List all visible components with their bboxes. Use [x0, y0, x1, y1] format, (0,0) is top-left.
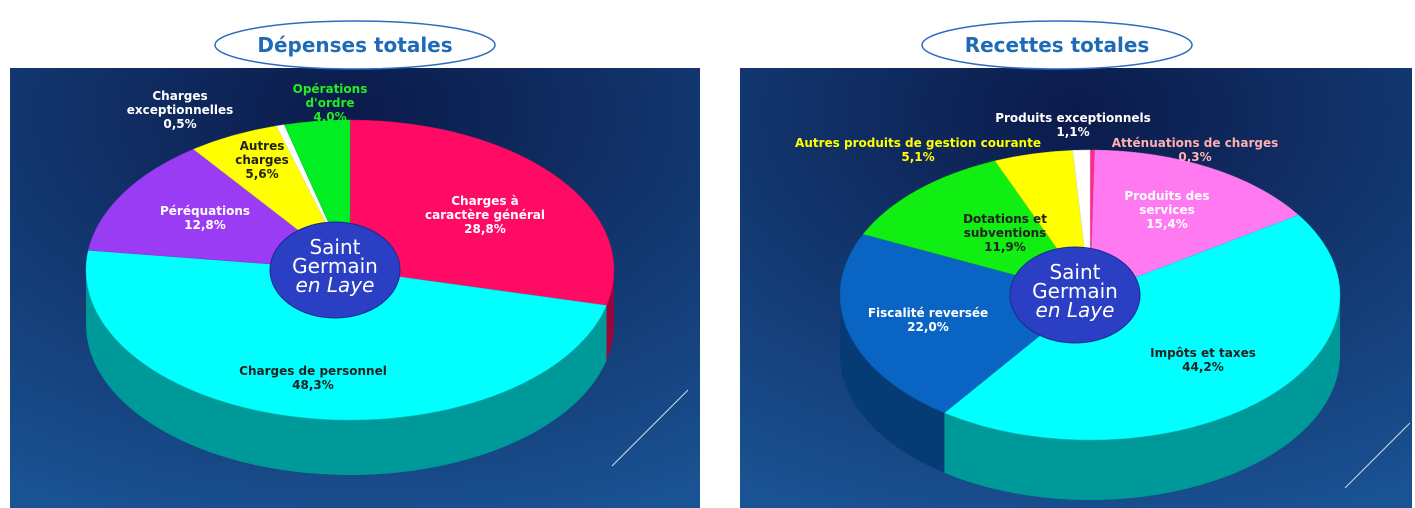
slice-value: 44,2% — [1182, 360, 1224, 374]
slice-label: Dotations et subventions 11,9% — [960, 212, 1050, 254]
slice-value: 12,8% — [184, 218, 226, 232]
slice-label: Opérations d'ordre 4,0% — [285, 82, 375, 124]
title-frame — [921, 20, 1193, 70]
slice-label: Charges de personnel 48,3% — [213, 364, 413, 392]
logo-text: Saint — [309, 235, 360, 259]
slice-label: Atténuations de charges 0,3% — [1095, 136, 1295, 164]
slice-side — [944, 295, 1340, 500]
slice-value: 0,5% — [163, 117, 197, 131]
slice-name: Produits des services — [1124, 189, 1210, 217]
logo-text: en Laye — [1036, 298, 1115, 322]
slice-value: 28,8% — [464, 222, 506, 236]
slice-name: Impôts et taxes — [1150, 346, 1256, 360]
slice-label: Charges exceptionnelles 0,5% — [125, 89, 235, 131]
slice-name: Autres charges — [235, 139, 289, 167]
slice-name: Atténuations de charges — [1111, 136, 1279, 150]
slice-name: Charges de personnel — [239, 364, 387, 378]
slice-value: 4,0% — [313, 110, 347, 124]
chart-title: Dépenses totales — [257, 33, 452, 57]
logo-text: en Laye — [296, 273, 375, 297]
decoration — [611, 389, 689, 467]
slice-label: Autres charges 5,6% — [232, 139, 292, 181]
slice-label: Impôts et taxes 44,2% — [1148, 346, 1258, 374]
slice-value: 48,3% — [292, 378, 334, 392]
chart-title: Recettes totales — [965, 33, 1150, 57]
slice-value: 0,3% — [1178, 150, 1212, 164]
slice-name: Péréquations — [160, 204, 250, 218]
slice-value: 22,0% — [907, 320, 949, 334]
logo-text: Saint — [1049, 260, 1100, 284]
slice-side — [86, 270, 607, 476]
slice-name: Produits exceptionnels — [995, 111, 1151, 125]
slice-name: Autres produits de gestion courante — [795, 136, 1041, 150]
slice-side — [606, 270, 614, 361]
slice-label: Autres produits de gestion courante 5,1% — [783, 136, 1053, 164]
slice-label: Charges à caractère général 28,8% — [425, 194, 545, 236]
logo-badge — [1009, 246, 1141, 344]
slice-name: Charges exceptionnelles — [126, 89, 234, 117]
slice-value: 1,1% — [1056, 125, 1090, 139]
slice-value: 15,4% — [1146, 217, 1188, 231]
slice-name: Fiscalité reversée — [867, 306, 989, 320]
slice — [943, 214, 1341, 441]
slice-name: Charges à caractère général — [425, 194, 545, 222]
decoration — [1344, 422, 1411, 489]
slice-value: 5,1% — [901, 150, 935, 164]
slice — [349, 119, 615, 306]
slice-value: 11,9% — [984, 240, 1026, 254]
slice — [1089, 149, 1299, 296]
slice-name: Dotations et subventions — [963, 212, 1047, 240]
title-frame — [214, 20, 496, 70]
logo-badge — [269, 221, 401, 319]
slice — [85, 249, 607, 421]
slice-name: Opérations d'ordre — [292, 82, 368, 110]
slice-value: 5,6% — [245, 167, 279, 181]
slice-label: Péréquations 12,8% — [150, 204, 260, 232]
slice-label: Fiscalité reversée 22,0% — [858, 306, 998, 334]
logo-text: Germain — [292, 254, 378, 278]
slice-label: Produits exceptionnels 1,1% — [973, 111, 1173, 139]
logo-text: Germain — [1032, 279, 1118, 303]
slice-label: Produits des services 15,4% — [1117, 189, 1217, 231]
